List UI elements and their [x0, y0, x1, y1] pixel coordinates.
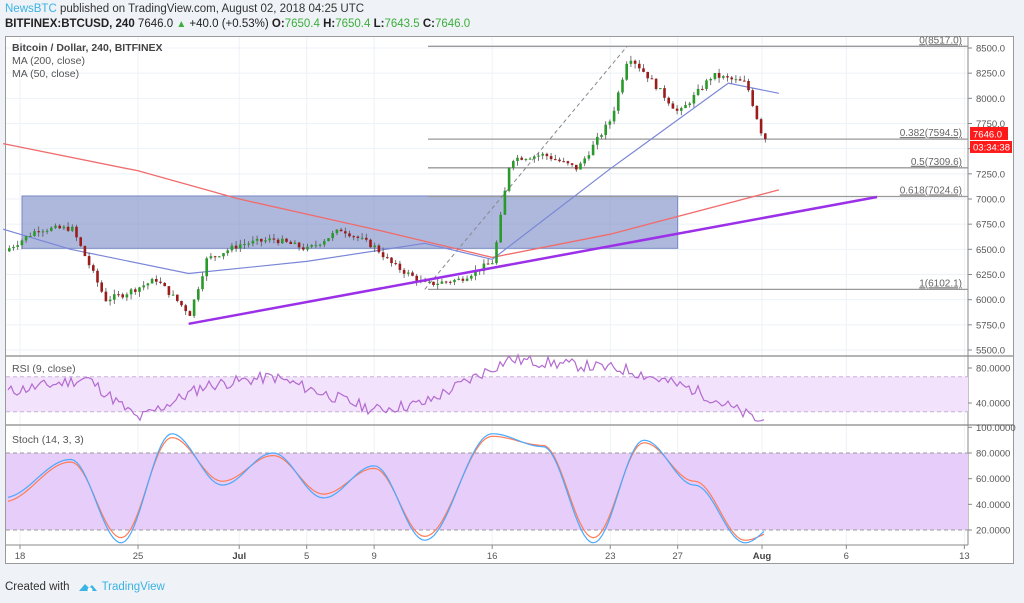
svg-text:8000.0: 8000.0 [976, 94, 1005, 105]
svg-text:7646.0: 7646.0 [973, 129, 1002, 140]
svg-text:60.0000: 60.0000 [976, 474, 1010, 485]
low-value: 7643.5 [384, 18, 420, 30]
stoch-legend: Stoch (14, 3, 3) [12, 434, 84, 447]
svg-text:25: 25 [133, 551, 144, 562]
open-label: O: [271, 18, 285, 30]
legend-stoch[interactable]: Stoch (14, 3, 3) [12, 434, 84, 446]
svg-text:8250.0: 8250.0 [976, 69, 1005, 80]
open-value: 7650.4 [284, 18, 320, 30]
svg-text:20.0000: 20.0000 [976, 526, 1010, 537]
svg-text:13: 13 [959, 551, 970, 562]
svg-text:Jul: Jul [232, 551, 246, 562]
svg-text:0.618(7024.6): 0.618(7024.6) [900, 186, 962, 197]
tradingview-logo-icon [78, 584, 97, 593]
svg-text:27: 27 [672, 551, 683, 562]
svg-text:6250.0: 6250.0 [976, 270, 1005, 281]
svg-text:8500.0: 8500.0 [976, 44, 1005, 55]
svg-text:18: 18 [15, 551, 26, 562]
tradingview-link[interactable]: TradingView [101, 581, 165, 593]
svg-text:40.0000: 40.0000 [976, 500, 1010, 511]
legend-rsi[interactable]: RSI (9, close) [12, 363, 76, 375]
svg-text:40.0000: 40.0000 [976, 399, 1010, 410]
publisher-link[interactable]: NewsBTC [5, 3, 57, 15]
svg-text:0(8517.0): 0(8517.0) [919, 35, 962, 46]
svg-text:6000.0: 6000.0 [976, 295, 1005, 306]
svg-text:6500.0: 6500.0 [976, 245, 1005, 256]
legend-ma50[interactable]: MA (50, close) [12, 68, 80, 80]
svg-text:6: 6 [844, 551, 849, 562]
svg-text:7750.0: 7750.0 [976, 119, 1005, 130]
close-label: C: [422, 18, 435, 30]
svg-text:23: 23 [605, 551, 616, 562]
footer: Created with TradingView [5, 581, 165, 593]
svg-text:5: 5 [304, 551, 309, 562]
svg-text:03:34:38: 03:34:38 [973, 142, 1010, 153]
triangle-up-icon: ▲ [176, 19, 187, 30]
svg-text:6750.0: 6750.0 [976, 220, 1005, 231]
svg-text:16: 16 [487, 551, 498, 562]
rsi-legend: RSI (9, close) [12, 363, 76, 376]
svg-text:5750.0: 5750.0 [976, 320, 1005, 331]
legend-title: Bitcoin / Dollar, 240, BITFINEX [12, 42, 163, 54]
published-text: published on TradingView.com, August 02,… [56, 3, 365, 15]
price-change: +40.0 (+0.53%) [189, 18, 269, 30]
svg-text:7250.0: 7250.0 [976, 169, 1005, 180]
main-legend: Bitcoin / Dollar, 240, BITFINEX MA (200,… [12, 42, 163, 81]
svg-text:Aug: Aug [753, 551, 772, 562]
last-price: 7646.0 [137, 18, 174, 30]
symbol-label: BITFINEX:BTCUSD, 240 [5, 18, 135, 30]
high-value: 7650.4 [335, 18, 371, 30]
close-value: 7646.0 [435, 18, 471, 30]
svg-text:9: 9 [371, 551, 376, 562]
svg-text:1(6102.1): 1(6102.1) [919, 278, 962, 289]
created-with-label: Created with [5, 581, 70, 593]
symbol-info-bar: BITFINEX:BTCUSD, 240 7646.0 ▲ +40.0 (+0.… [5, 18, 470, 30]
svg-text:7000.0: 7000.0 [976, 195, 1005, 206]
low-label: L: [373, 18, 385, 30]
svg-text:80.0000: 80.0000 [976, 364, 1010, 375]
legend-ma200[interactable]: MA (200, close) [12, 55, 85, 67]
high-label: H: [323, 18, 336, 30]
svg-text:0.5(7309.6): 0.5(7309.6) [911, 157, 962, 168]
publish-info: NewsBTC published on TradingView.com, Au… [5, 3, 364, 15]
svg-text:0.382(7594.5): 0.382(7594.5) [900, 128, 962, 139]
svg-text:5500.0: 5500.0 [976, 346, 1005, 357]
svg-text:100.0000: 100.0000 [976, 423, 1016, 434]
svg-text:80.0000: 80.0000 [976, 449, 1010, 460]
